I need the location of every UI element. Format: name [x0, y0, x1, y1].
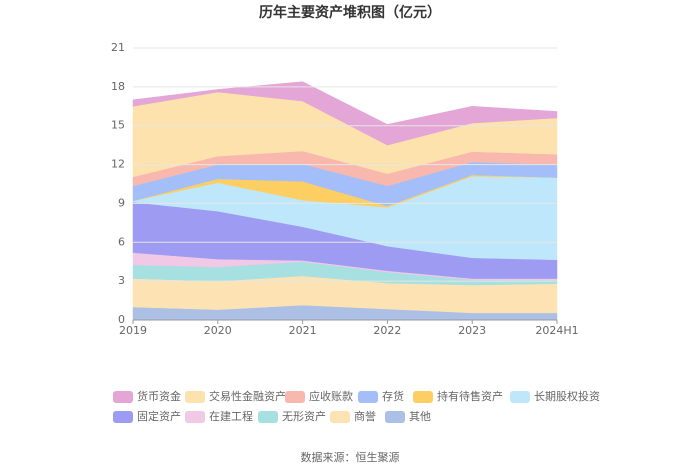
y-tick-label: 9 — [118, 196, 125, 209]
x-tick-label: 2021 — [289, 324, 317, 337]
legend-swatch — [358, 391, 378, 403]
legend-label: 货币资金 — [137, 389, 181, 403]
source: 数据来源：恒生聚源 — [301, 450, 400, 464]
legend-label: 应收账款 — [309, 389, 353, 403]
y-tick-label: 12 — [111, 158, 125, 171]
area — [132, 81, 558, 146]
legend-label: 其他 — [409, 410, 431, 423]
legend-label: 交易性金融资产 — [209, 389, 286, 403]
legend-swatch — [330, 411, 350, 423]
legend-swatch — [510, 391, 530, 403]
x-tick-label: 2020 — [204, 324, 232, 337]
y-tick-label: 3 — [118, 274, 125, 287]
legend-swatch — [385, 411, 405, 423]
x-tick-label: 2022 — [373, 324, 401, 337]
x-tick-label: 2019 — [119, 324, 147, 337]
chart-title: 历年主要资产堆积图（亿元） — [259, 4, 441, 21]
legend-label: 长期股权投资 — [534, 389, 600, 403]
legend-swatch — [285, 391, 305, 403]
y-tick-label: 18 — [111, 80, 125, 93]
legend-label: 固定资产 — [137, 409, 181, 423]
legend-swatch — [113, 391, 133, 403]
legend-label: 商誉 — [354, 409, 376, 423]
legend-swatch — [185, 411, 205, 423]
legend-label: 持有待售资产 — [437, 389, 503, 403]
legend-label: 无形资产 — [282, 409, 326, 423]
y-tick-label: 15 — [111, 119, 125, 132]
legend-label: 存货 — [382, 389, 404, 403]
legend-swatch — [113, 411, 133, 423]
legend-swatch — [185, 391, 205, 403]
legend-label: 在建工程 — [209, 409, 253, 423]
x-tick-label: 2024H1 — [535, 324, 578, 337]
y-tick-label: 0 — [118, 313, 125, 326]
y-tick-label: 21 — [111, 41, 125, 54]
x-tick-label: 2023 — [458, 324, 486, 337]
legend-swatch — [413, 391, 433, 403]
areas — [132, 81, 558, 321]
y-tick-label: 6 — [118, 235, 125, 248]
legend-swatch — [258, 411, 278, 423]
